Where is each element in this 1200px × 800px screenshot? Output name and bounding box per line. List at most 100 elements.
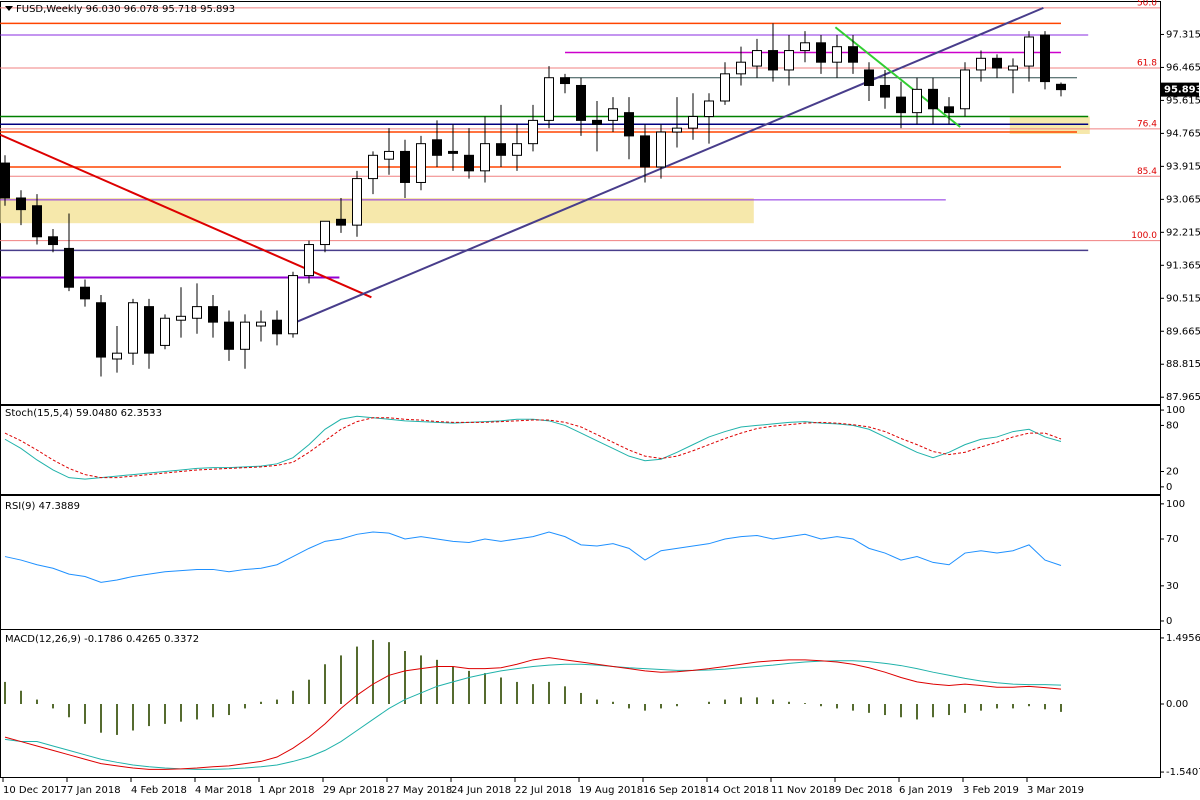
y-tick-label: 87.965	[1166, 392, 1200, 403]
candle-body	[736, 61, 746, 75]
candle-body	[784, 50, 794, 71]
candle-body	[624, 112, 634, 137]
candle-body	[560, 77, 570, 85]
candle-body	[832, 46, 842, 63]
x-tick-label: 1 Apr 2018	[259, 785, 314, 796]
stoch-signal-label: 62.3533	[121, 408, 162, 419]
trend-line	[291, 6, 1044, 325]
candle-body	[144, 306, 154, 354]
low-label: 95.718	[162, 4, 197, 15]
stoch-header: Stoch(15,5,4) 59.0480 62.3533	[5, 408, 162, 419]
y-tick-label: 0.00	[1166, 699, 1188, 710]
candle-body	[912, 88, 922, 114]
close-label: 95.893	[200, 4, 235, 15]
x-tick-label: 7 Jan 2018	[67, 785, 121, 796]
candle-body	[288, 275, 298, 335]
candle-body	[208, 306, 218, 323]
macd-signal-label: 0.4265	[126, 634, 161, 645]
candle-body	[896, 96, 906, 114]
indicator-line	[4, 417, 1062, 479]
price-tag-label: 95.893	[1164, 85, 1200, 96]
y-tick-label: 20	[1166, 467, 1179, 478]
candle-body	[48, 236, 58, 246]
candle-body	[80, 286, 90, 300]
candle-body	[368, 154, 378, 180]
candle-body	[1008, 65, 1018, 71]
y-tick-label: 100	[1166, 405, 1185, 416]
candle-body	[944, 106, 954, 114]
y-tick-label: 80	[1166, 420, 1179, 431]
price-tag	[1161, 82, 1199, 97]
candle-body	[848, 46, 858, 63]
candle-body	[1024, 36, 1034, 67]
candle-body	[176, 315, 186, 321]
candle-body	[656, 131, 666, 168]
candle-body	[880, 84, 890, 98]
candle-body	[32, 205, 42, 238]
y-tick-label: 91.365	[1166, 260, 1200, 271]
candle-body	[416, 143, 426, 183]
y-tick-label: -1.5407	[1166, 767, 1200, 778]
stoch-main-label: 59.0480	[76, 408, 117, 419]
candle-body	[992, 57, 1002, 69]
candle-body	[592, 119, 602, 125]
x-tick-label: 4 Mar 2018	[195, 785, 252, 796]
candle-body	[432, 139, 442, 156]
candle-body	[128, 302, 138, 354]
fib-label: 76.4	[1137, 119, 1157, 129]
y-tick-label: 93.065	[1166, 194, 1200, 205]
candle-body	[1056, 83, 1066, 91]
candle-body	[752, 50, 762, 67]
candle-body	[16, 197, 26, 211]
candle-body	[544, 77, 554, 121]
stoch-title: Stoch(15,5,4)	[5, 408, 73, 419]
candle-body	[512, 143, 522, 156]
candle-body	[464, 154, 474, 172]
x-tick-label: 19 Aug 2018	[579, 785, 643, 796]
candle-body	[576, 84, 586, 121]
y-tick-label: 100	[1166, 499, 1185, 510]
candle-body	[384, 150, 394, 160]
candle-body	[480, 143, 490, 172]
trend-line	[834, 26, 961, 128]
high-label: 96.078	[124, 4, 159, 15]
candle-body	[112, 352, 122, 360]
candle-body	[448, 150, 458, 154]
y-tick-label: 0	[1166, 616, 1172, 627]
candle-body	[400, 150, 410, 183]
y-tick-label: 95.615	[1166, 95, 1200, 106]
candle-body	[240, 321, 250, 350]
candle-body	[768, 50, 778, 71]
candle-body	[496, 143, 506, 156]
rsi-value-label: 47.3889	[39, 501, 80, 512]
candle-body	[672, 127, 682, 133]
main-header: FUSD,Weekly 96.030 96.078 95.718 95.893	[16, 4, 235, 15]
candle-body	[192, 306, 202, 319]
candle-body	[320, 220, 330, 246]
candle-body	[272, 319, 282, 335]
macd-hist-label: -0.1786	[84, 634, 123, 645]
x-tick-label: 11 Nov 2018	[771, 785, 835, 796]
candle-body	[256, 321, 266, 327]
candle-body	[720, 73, 730, 102]
y-tick-label: 70	[1166, 534, 1179, 545]
candle-body	[528, 119, 538, 145]
macd-header: MACD(12,26,9) -0.1786 0.4265 0.3372	[5, 634, 199, 645]
x-tick-label: 3 Feb 2019	[963, 785, 1019, 796]
candle-body	[608, 108, 618, 121]
x-tick-label: 22 Jul 2018	[515, 785, 572, 796]
x-tick-label: 14 Oct 2018	[707, 785, 769, 796]
y-tick-label: 97.315	[1166, 29, 1200, 40]
fib-label: 85.4	[1137, 167, 1157, 177]
x-tick-label: 10 Dec 2017	[3, 785, 67, 796]
x-tick-label: 27 May 2018	[387, 785, 452, 796]
y-tick-label: 93.915	[1166, 161, 1200, 172]
y-tick-label: 90.515	[1166, 293, 1200, 304]
x-tick-label: 9 Dec 2018	[835, 785, 893, 796]
symbol-title: FUSD,Weekly	[16, 4, 82, 15]
pane-frame	[0, 404, 1161, 495]
candle-body	[160, 317, 170, 346]
zone	[0, 197, 754, 224]
